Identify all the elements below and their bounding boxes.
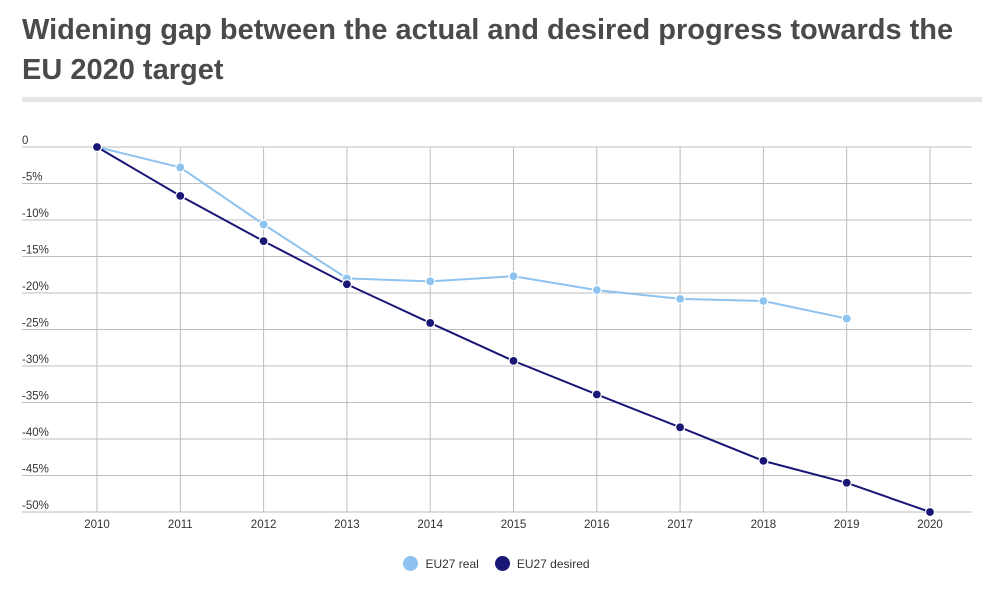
title-divider — [22, 97, 982, 102]
chart-title: Widening gap between the actual and desi… — [22, 14, 954, 86]
y-tick-label: -50% — [22, 500, 49, 512]
x-tick-label: 2010 — [84, 519, 110, 531]
data-point-desired — [508, 355, 519, 366]
data-point-desired — [758, 455, 769, 466]
legend-label-desired: EU27 desired — [516, 556, 590, 571]
x-tick-label: 2020 — [917, 519, 943, 531]
x-tick-label: 2015 — [501, 519, 527, 531]
y-tick-label: -5% — [22, 172, 42, 184]
data-point-real — [674, 293, 686, 304]
data-point-desired — [341, 279, 352, 290]
data-point-real — [175, 162, 186, 173]
x-tick-label: 2011 — [168, 519, 193, 531]
x-tick-label: 2013 — [334, 519, 360, 531]
legend-item-desired[interactable]: EU27 desired — [494, 556, 590, 571]
data-point-real — [258, 219, 269, 230]
legend-swatch-real — [403, 556, 419, 571]
legend-swatch-desired — [494, 556, 510, 571]
data-point-real — [591, 284, 602, 296]
x-tick-label: 2017 — [667, 519, 693, 531]
data-point-desired — [91, 141, 103, 153]
x-tick-label: 2019 — [834, 519, 860, 531]
x-tick-label: 2014 — [417, 519, 443, 531]
y-tick-label: -20% — [22, 281, 49, 293]
legend-item-real[interactable]: EU27 real — [403, 556, 479, 571]
data-point-real — [758, 295, 769, 307]
y-tick-label: -45% — [22, 464, 49, 476]
data-point-real — [425, 276, 436, 287]
data-point-real — [841, 313, 852, 324]
series-line-real — [96, 146, 847, 320]
y-tick-label: -40% — [22, 427, 49, 439]
data-point-desired — [674, 422, 686, 433]
data-point-desired — [175, 190, 186, 202]
data-point-desired — [425, 317, 436, 329]
data-point-desired — [591, 389, 602, 400]
legend: EU27 real EU27 desired — [0, 556, 993, 571]
x-tick-label: 2016 — [584, 519, 610, 531]
x-tick-label: 2012 — [251, 519, 277, 531]
y-tick-label: -30% — [22, 354, 49, 366]
data-point-real — [508, 271, 519, 282]
data-point-desired — [924, 506, 936, 518]
y-tick-label: -10% — [22, 208, 49, 220]
data-point-desired — [841, 477, 852, 488]
y-tick-label: -35% — [22, 391, 49, 403]
y-tick-label: -15% — [22, 245, 49, 257]
y-tick-label: 0 — [22, 135, 28, 147]
y-tick-label: -25% — [22, 318, 49, 330]
legend-label-real: EU27 real — [425, 556, 479, 571]
data-point-desired — [258, 236, 269, 247]
x-tick-label: 2018 — [751, 519, 777, 531]
